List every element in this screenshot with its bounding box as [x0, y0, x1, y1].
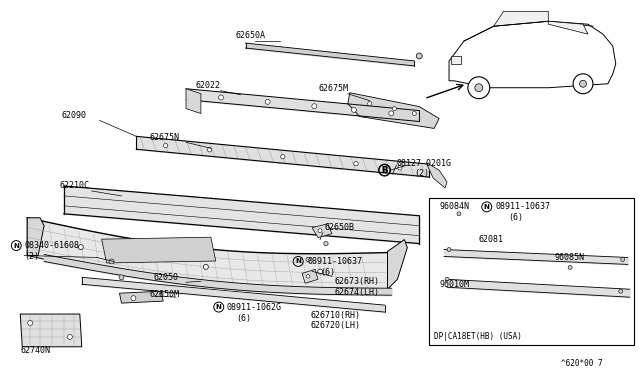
Text: 62022: 62022 — [196, 81, 221, 90]
Circle shape — [218, 95, 223, 100]
Text: 08911-10637: 08911-10637 — [307, 257, 362, 266]
Text: 96010M: 96010M — [439, 280, 469, 289]
Text: N: N — [216, 304, 221, 310]
Polygon shape — [20, 314, 82, 347]
Circle shape — [312, 104, 317, 109]
Text: 62650A: 62650A — [236, 31, 266, 40]
Polygon shape — [302, 269, 318, 283]
Text: N: N — [484, 204, 490, 210]
Circle shape — [317, 269, 323, 274]
Bar — [429, 198, 634, 345]
Circle shape — [416, 53, 422, 59]
Text: 62740N: 62740N — [20, 346, 51, 355]
Circle shape — [468, 77, 490, 99]
Text: 96084N: 96084N — [439, 202, 469, 211]
Polygon shape — [493, 11, 548, 26]
Circle shape — [475, 84, 483, 92]
Text: 62675M: 62675M — [318, 84, 348, 93]
Text: (2): (2) — [414, 169, 429, 177]
Circle shape — [354, 161, 358, 166]
Circle shape — [67, 334, 72, 339]
Text: (6): (6) — [509, 213, 524, 222]
Polygon shape — [186, 89, 201, 113]
Text: 08911-10637: 08911-10637 — [495, 202, 550, 211]
Text: 62650M: 62650M — [149, 290, 179, 299]
Circle shape — [447, 247, 451, 251]
Circle shape — [351, 108, 356, 112]
Text: 62081: 62081 — [479, 235, 504, 244]
Text: 62650B: 62650B — [325, 223, 355, 232]
Text: B: B — [381, 166, 388, 174]
Polygon shape — [449, 21, 616, 88]
Polygon shape — [120, 291, 163, 303]
Polygon shape — [28, 218, 44, 256]
Polygon shape — [548, 21, 588, 34]
Circle shape — [621, 257, 625, 262]
Circle shape — [163, 144, 168, 148]
Bar — [451, 56, 461, 64]
Text: 08340-61608: 08340-61608 — [24, 241, 79, 250]
Circle shape — [619, 289, 623, 293]
Circle shape — [265, 99, 270, 104]
Text: 62674(LH): 62674(LH) — [335, 288, 380, 297]
Circle shape — [568, 265, 572, 269]
Text: (2): (2) — [24, 252, 39, 261]
Circle shape — [207, 148, 212, 152]
Text: 62673(RH): 62673(RH) — [335, 277, 380, 286]
Polygon shape — [312, 224, 332, 238]
Circle shape — [457, 212, 461, 216]
Text: 62050: 62050 — [153, 273, 179, 282]
Circle shape — [28, 321, 33, 326]
Text: N: N — [295, 259, 301, 264]
Text: 08911-1062G: 08911-1062G — [227, 302, 282, 312]
Text: N: N — [13, 243, 19, 248]
Circle shape — [204, 264, 209, 269]
Text: 08127-0201G: 08127-0201G — [396, 159, 451, 168]
Circle shape — [412, 112, 416, 116]
Circle shape — [367, 102, 372, 106]
Polygon shape — [348, 93, 439, 128]
Text: ^620*00 7: ^620*00 7 — [561, 359, 603, 368]
Circle shape — [397, 166, 402, 170]
Circle shape — [131, 296, 136, 301]
Text: B: B — [381, 166, 388, 174]
Polygon shape — [387, 240, 407, 289]
Polygon shape — [102, 237, 216, 263]
Text: 62090: 62090 — [62, 111, 87, 120]
Circle shape — [580, 80, 586, 87]
Text: DP|CA18ET(HB) (USA): DP|CA18ET(HB) (USA) — [434, 332, 522, 341]
Circle shape — [306, 257, 310, 262]
Circle shape — [119, 275, 124, 280]
Circle shape — [318, 229, 322, 232]
Text: 96085N: 96085N — [554, 253, 584, 262]
Text: 62210C: 62210C — [60, 182, 90, 190]
Circle shape — [78, 245, 83, 250]
Text: (6): (6) — [320, 268, 335, 277]
Circle shape — [307, 275, 310, 278]
Circle shape — [109, 259, 114, 264]
Text: 626710(RH): 626710(RH) — [310, 311, 360, 320]
Circle shape — [445, 277, 449, 281]
Circle shape — [388, 111, 394, 116]
Circle shape — [392, 107, 396, 110]
Text: 62675N: 62675N — [149, 133, 179, 142]
Circle shape — [324, 241, 328, 246]
Circle shape — [280, 154, 285, 159]
Text: (6): (6) — [237, 314, 252, 323]
Text: 626720(LH): 626720(LH) — [310, 321, 360, 330]
Polygon shape — [427, 163, 447, 188]
Circle shape — [573, 74, 593, 94]
